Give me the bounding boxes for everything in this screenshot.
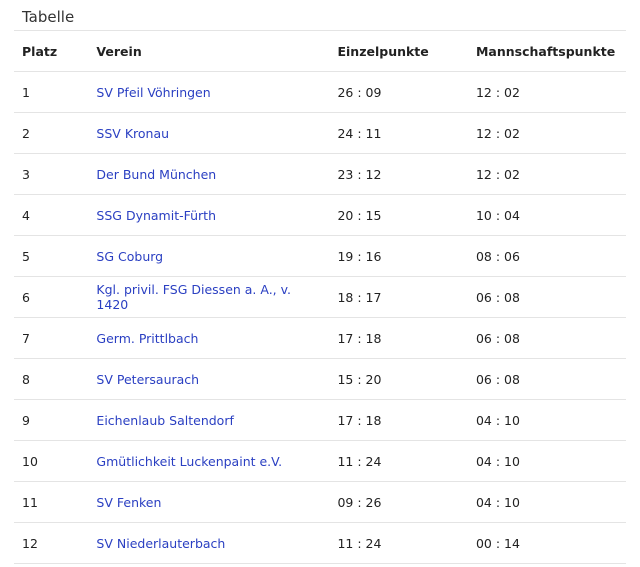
- cell: SSG Dynamit-Fürth: [88, 194, 330, 236]
- cell: SV Petersaurach: [88, 358, 330, 400]
- cell: 06 : 08: [467, 276, 626, 318]
- cell: 06 : 08: [467, 317, 626, 359]
- cell: 04 : 10: [467, 399, 626, 441]
- cell: 12 : 02: [467, 112, 626, 154]
- cell: 04 : 10: [467, 481, 626, 523]
- cell: Germ. Prittlbach: [88, 317, 330, 359]
- cell: Der Bund München: [88, 153, 330, 195]
- header-cell: Verein: [88, 30, 330, 72]
- title: Tabelle: [22, 8, 75, 26]
- club-link[interactable]: Gmütlichkeit Luckenpaint e.V.: [96, 453, 283, 469]
- cell: 6: [14, 276, 89, 318]
- cell: 26 : 09: [329, 71, 468, 113]
- cell: Gmütlichkeit Luckenpaint e.V.: [88, 440, 330, 482]
- row: 4 SSG Dynamit-Fürth 20 : 15 10 : 04: [14, 194, 626, 236]
- cell: 10 : 04: [467, 194, 626, 236]
- cell: Eichenlaub Saltendorf: [88, 399, 330, 441]
- club-link[interactable]: SV Fenken: [96, 494, 162, 510]
- cell: 20 : 15: [329, 194, 468, 236]
- club-link[interactable]: Germ. Prittlbach: [96, 330, 199, 346]
- row: 3 Der Bund München 23 : 12 12 : 02: [14, 153, 626, 195]
- header-cell: Platz: [14, 30, 89, 72]
- row: 12 SV Niederlauterbach 11 : 24 00 : 14: [14, 522, 626, 564]
- cell: 4: [14, 194, 89, 236]
- cell: 10: [14, 440, 89, 482]
- row: 2 SSV Kronau 24 : 11 12 : 02: [14, 112, 626, 154]
- table: Platz Verein Einzelpunkte Mannschaftspunkte…: [14, 30, 626, 564]
- cell: 08 : 06: [467, 235, 626, 277]
- cell: 17 : 18: [329, 399, 468, 441]
- cell: 11: [14, 481, 89, 523]
- cell: 06 : 08: [467, 358, 626, 400]
- row: 1 SV Pfeil Vöhringen 26 : 09 12 : 02: [14, 71, 626, 113]
- cell: 00 : 14: [467, 522, 626, 564]
- cell: 2: [14, 112, 89, 154]
- club-link[interactable]: SG Coburg: [96, 248, 164, 264]
- club-link[interactable]: Kgl. privil. FSG Diessen a. A., v. 1420: [96, 282, 292, 312]
- cell: 11 : 24: [329, 440, 468, 482]
- cell: 9: [14, 399, 89, 441]
- club-link[interactable]: SSV Kronau: [96, 125, 170, 141]
- cell: 1: [14, 71, 89, 113]
- header-row: Platz Verein Einzelpunkte Mannschaftspunkte: [14, 30, 626, 72]
- club-link[interactable]: SV Niederlauterbach: [96, 535, 226, 551]
- cell: 23 : 12: [329, 153, 468, 195]
- cell: 8: [14, 358, 89, 400]
- cell: 18 : 17: [329, 276, 468, 318]
- cell: 7: [14, 317, 89, 359]
- cell: SSV Kronau: [88, 112, 330, 154]
- cell: SV Fenken: [88, 481, 330, 523]
- club-link[interactable]: Der Bund München: [96, 166, 217, 182]
- cell: SV Niederlauterbach: [88, 522, 330, 564]
- row: 10 Gmütlichkeit Luckenpaint e.V. 11 : 24 04…: [14, 440, 626, 482]
- cell: 12 : 02: [467, 71, 626, 113]
- cell: 12 : 02: [467, 153, 626, 195]
- row: 11 SV Fenken 09 : 26 04 : 10: [14, 481, 626, 523]
- row: 6 Kgl. privil. FSG Diessen a. A., v. 1420…: [14, 276, 626, 318]
- cell: 5: [14, 235, 89, 277]
- cell: 04 : 10: [467, 440, 626, 482]
- cell: 17 : 18: [329, 317, 468, 359]
- club-link[interactable]: Eichenlaub Saltendorf: [96, 412, 234, 428]
- club-link[interactable]: SV Pfeil Vöhringen: [96, 84, 211, 100]
- header-cell: Mannschaftspunkte: [467, 30, 626, 72]
- club-link[interactable]: SSG Dynamit-Fürth: [96, 207, 217, 223]
- row: 5 SG Coburg 19 : 16 08 : 06: [14, 235, 626, 277]
- cell: 09 : 26: [329, 481, 468, 523]
- cell: 24 : 11: [329, 112, 468, 154]
- cell: 15 : 20: [329, 358, 468, 400]
- cell: 12: [14, 522, 89, 564]
- row: 9 Eichenlaub Saltendorf 17 : 18 04 : 10: [14, 399, 626, 441]
- cell: SG Coburg: [88, 235, 330, 277]
- cell: 11 : 24: [329, 522, 468, 564]
- cell: SV Pfeil Vöhringen: [88, 71, 330, 113]
- row: 7 Germ. Prittlbach 17 : 18 06 : 08: [14, 317, 626, 359]
- cell: 19 : 16: [329, 235, 468, 277]
- cell: 3: [14, 153, 89, 195]
- header-cell: Einzelpunkte: [329, 30, 468, 72]
- cell: Kgl. privil. FSG Diessen a. A., v. 1420: [88, 276, 330, 318]
- row: 8 SV Petersaurach 15 : 20 06 : 08: [14, 358, 626, 400]
- club-link[interactable]: SV Petersaurach: [96, 371, 200, 387]
